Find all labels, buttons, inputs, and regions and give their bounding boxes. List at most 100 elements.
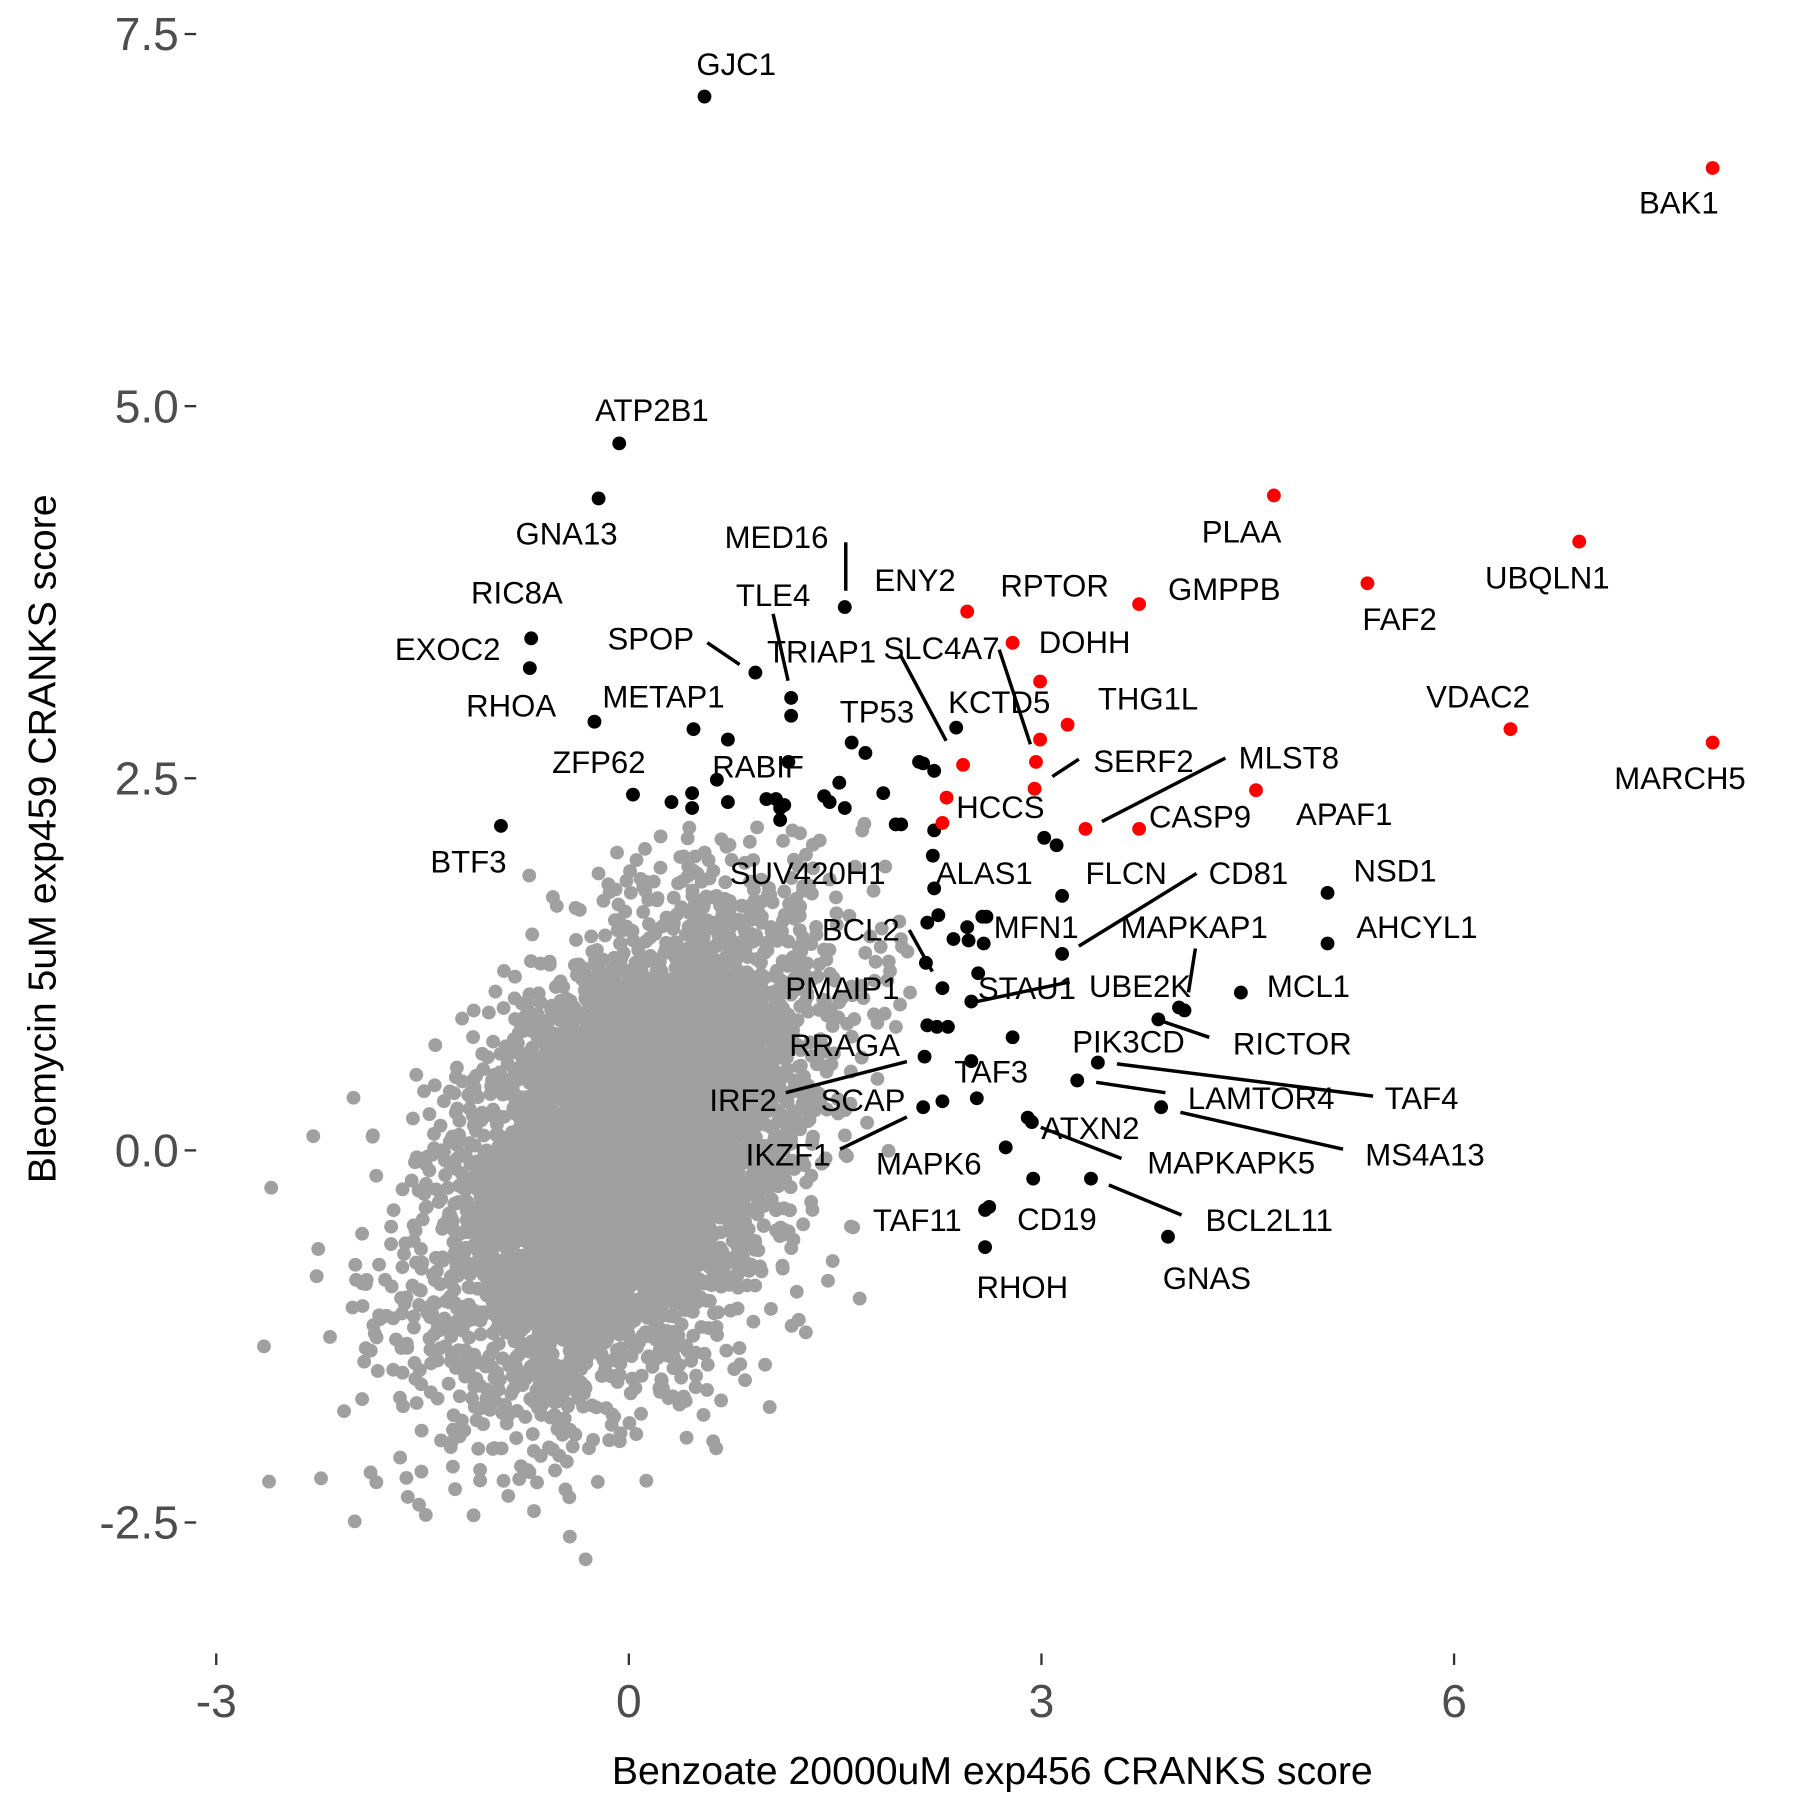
- background-point: [393, 1450, 408, 1465]
- background-point: [314, 1471, 328, 1486]
- background-point: [696, 1407, 711, 1422]
- background-point: [848, 859, 863, 874]
- background-point: [427, 1078, 442, 1093]
- background-point: [754, 1264, 769, 1279]
- background-point: [346, 1090, 361, 1105]
- background-point: [491, 1382, 506, 1397]
- background-point: [840, 1149, 854, 1163]
- background-point: [625, 1371, 640, 1386]
- background-point: [790, 858, 805, 873]
- background-point: [490, 1365, 505, 1380]
- background-point: [680, 831, 695, 846]
- background-point: [420, 1305, 435, 1320]
- background-point: [358, 1341, 373, 1356]
- background-point: [323, 1330, 337, 1344]
- background-point: [667, 1351, 682, 1366]
- background-point: [576, 1399, 591, 1414]
- background-point: [662, 1309, 677, 1323]
- background-point: [572, 902, 587, 917]
- background-point: [448, 1482, 463, 1497]
- background-point: [793, 899, 808, 914]
- background-point: [363, 1465, 378, 1480]
- background-point: [758, 1357, 773, 1372]
- background-point: [565, 1439, 580, 1454]
- background-point: [608, 1368, 622, 1383]
- background-point: [900, 944, 915, 959]
- background-point: [825, 1254, 840, 1268]
- background-point: [654, 1374, 669, 1388]
- background-point: [717, 1029, 732, 1044]
- background-point: [414, 1464, 429, 1479]
- background-point: [506, 1061, 521, 1076]
- background-point: [686, 863, 701, 878]
- background-point: [355, 1226, 370, 1241]
- background-point: [787, 971, 802, 986]
- background-point: [355, 1299, 370, 1313]
- background-point: [732, 1341, 747, 1355]
- background-point: [722, 837, 737, 852]
- background-point: [395, 1182, 410, 1197]
- background-point: [856, 991, 871, 1006]
- background-point: [816, 992, 831, 1007]
- background-point: [697, 872, 711, 887]
- background-point: [829, 890, 843, 905]
- background-point: [795, 1153, 810, 1168]
- background-point: [309, 1269, 324, 1284]
- background-point: [413, 1283, 428, 1298]
- background-point: [674, 1370, 689, 1385]
- background-point: [629, 853, 644, 867]
- background-point: [829, 917, 844, 932]
- background-point: [445, 1459, 460, 1474]
- background-point: [666, 921, 681, 936]
- background-point: [781, 934, 796, 949]
- background-point: [598, 928, 612, 943]
- background-point: [372, 1257, 387, 1272]
- background-point: [670, 947, 685, 962]
- background-point: [451, 1195, 465, 1210]
- background-point: [414, 1423, 429, 1438]
- background-point: [452, 1389, 467, 1404]
- background-point: [262, 1474, 276, 1489]
- background-point: [408, 1371, 423, 1386]
- background-point: [868, 954, 883, 969]
- background-point: [347, 1514, 362, 1529]
- background-point: [688, 849, 703, 864]
- background-point: [359, 1272, 374, 1287]
- background-point: [370, 1364, 385, 1378]
- background-point: [575, 972, 590, 987]
- background-point: [409, 1067, 424, 1082]
- background-point: [409, 1396, 424, 1410]
- background-point: [443, 1440, 458, 1454]
- background-point: [754, 955, 768, 970]
- background-point: [419, 1200, 434, 1214]
- background-point: [867, 973, 882, 988]
- background-point: [793, 1058, 808, 1073]
- background-point: [653, 829, 668, 844]
- background-point: [762, 1400, 777, 1415]
- background-point: [798, 1325, 813, 1340]
- background-point: [858, 945, 873, 960]
- background-point: [607, 913, 622, 928]
- background-point: [653, 860, 668, 875]
- background-point: [639, 1473, 654, 1488]
- background-point: [764, 1078, 779, 1093]
- background-point: [559, 1396, 574, 1411]
- background-point: [608, 882, 623, 897]
- background-point: [595, 952, 610, 967]
- background-point: [867, 1007, 881, 1022]
- background-point: [775, 954, 790, 969]
- background-point: [706, 864, 721, 878]
- background-point: [525, 1019, 539, 1034]
- background-point: [845, 988, 860, 1003]
- background-point: [719, 1343, 734, 1358]
- background-point: [406, 1309, 421, 1324]
- background-point: [791, 1312, 806, 1327]
- background-point: [522, 987, 537, 1002]
- background-point: [750, 820, 765, 835]
- background-point: [591, 866, 606, 881]
- background-point: [357, 1354, 372, 1369]
- background-point: [610, 965, 625, 980]
- background-point: [854, 1050, 869, 1065]
- background-point: [829, 906, 844, 921]
- background-point: [386, 1203, 401, 1218]
